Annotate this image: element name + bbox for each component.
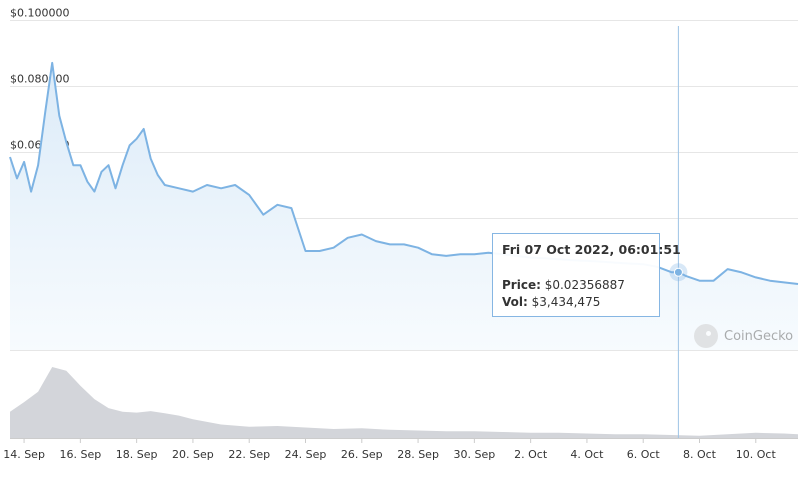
tooltip-price-value: $0.02356887: [544, 278, 625, 292]
tooltip-volume-value: $3,434,475: [531, 295, 601, 309]
x-tick-label: 28. Sep: [397, 448, 439, 461]
x-tick-label: 10. Oct: [736, 448, 777, 461]
x-tick-label: 14. Sep: [3, 448, 45, 461]
x-tick-label: 18. Sep: [116, 448, 158, 461]
y-tick-label: $0.100000: [10, 7, 70, 20]
watermark-text: CoinGecko: [724, 328, 794, 344]
volume-area: [10, 367, 798, 438]
tooltip-price-key: Price:: [502, 278, 541, 292]
volume-series: [10, 367, 798, 438]
x-tick-label: 2. Oct: [514, 448, 548, 461]
coingecko-logo-icon: [694, 324, 718, 348]
tooltip-volume-row: Vol: $3,434,475: [502, 294, 650, 311]
x-tick-label: 20. Sep: [172, 448, 214, 461]
crosshair: [669, 26, 688, 438]
x-tick-label: 22. Sep: [228, 448, 270, 461]
price-area: [10, 62, 798, 351]
x-axis: 14. Sep 16. Sep 18. Sep 20. Sep 22. Sep 24. S…: [3, 438, 798, 461]
price-area-fill: [10, 62, 798, 351]
x-tick-label: 26. Sep: [341, 448, 383, 461]
x-tick-label: 16. Sep: [59, 448, 101, 461]
tooltip-price-row: Price: $0.02356887: [502, 277, 650, 294]
tooltip: Fri 07 Oct 2022, 06:01:51 Price: $0.0235…: [492, 233, 681, 317]
x-tick-label: 4. Oct: [570, 448, 604, 461]
x-tick-label: 6. Oct: [627, 448, 661, 461]
x-tick-label: 30. Sep: [453, 448, 495, 461]
x-tick-label: 24. Sep: [285, 448, 327, 461]
tooltip-volume-key: Vol:: [502, 295, 528, 309]
coingecko-watermark: CoinGecko: [694, 322, 793, 350]
y-tick-label: $0.080000: [10, 73, 70, 86]
hover-marker: [673, 267, 683, 277]
x-tick-label: 8. Oct: [683, 448, 717, 461]
tooltip-date: Fri 07 Oct 2022, 06:01:51: [502, 242, 681, 257]
